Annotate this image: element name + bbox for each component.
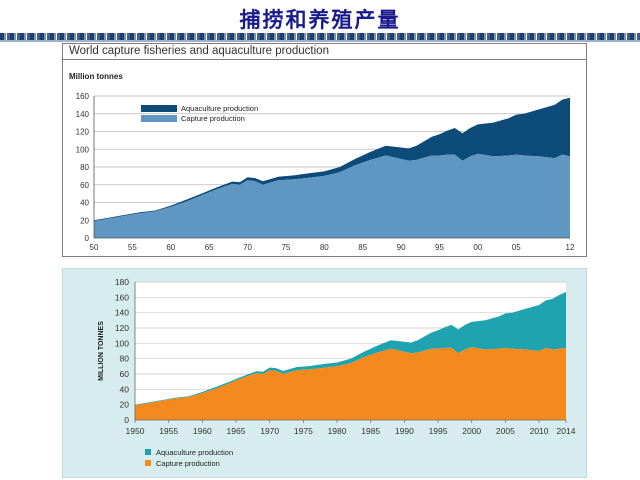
legend-swatch-capture [141, 115, 177, 122]
y-tick-140: 140 [115, 308, 129, 318]
y-axis-label: MILLION TONNES [98, 321, 105, 381]
y-tick-40: 40 [80, 199, 89, 208]
x-tick-1965: 65 [205, 243, 214, 252]
series-area-capture [135, 347, 566, 420]
legend-label-capture: Capture production [156, 459, 220, 468]
x-tick-1950: 1950 [126, 426, 145, 436]
x-tick-1990: 1990 [395, 426, 414, 436]
x-tick-1955: 55 [128, 243, 137, 252]
x-tick-1965: 1965 [227, 426, 246, 436]
x-tick-1975: 1975 [294, 426, 313, 436]
series-area-aquaculture [135, 292, 566, 406]
title-divider [63, 59, 586, 60]
x-tick-1995: 95 [435, 243, 444, 252]
chart-2-svg: 0 20 40 60 80 100 120 140 160 180 1950 1955 1960 1965… [98, 277, 576, 468]
x-tick-2012: 12 [566, 243, 575, 252]
y-tick-120: 120 [76, 128, 90, 137]
x-tick-2005: 2005 [496, 426, 515, 436]
x-tick-1970: 70 [243, 243, 252, 252]
x-tick-2005: 05 [512, 243, 521, 252]
legend-swatch-aquaculture [141, 105, 177, 112]
y-tick-140: 140 [76, 110, 90, 119]
y-tick-60: 60 [120, 369, 130, 379]
y-tick-60: 60 [80, 181, 89, 190]
y-tick-20: 20 [80, 216, 89, 225]
x-tick-2000: 2000 [462, 426, 481, 436]
chart-1-svg: Million tonnes 0 20 40 60 80 100 120 140 160 50 55 6… [69, 72, 575, 252]
y-tick-120: 120 [115, 323, 129, 333]
legend-label-capture: Capture production [181, 114, 245, 123]
series-area-aquaculture [94, 97, 570, 222]
y-tick-180: 180 [115, 277, 129, 287]
x-tick-2014: 2014 [557, 426, 576, 436]
x-tick-1960: 60 [166, 243, 175, 252]
x-tick-1980: 80 [320, 243, 329, 252]
x-tick-1975: 75 [281, 243, 290, 252]
legend-swatch-aquaculture [145, 449, 151, 455]
series-area-capture [94, 153, 570, 238]
y-tick-80: 80 [120, 354, 130, 364]
y-tick-40: 40 [120, 384, 130, 394]
y-tick-80: 80 [80, 163, 89, 172]
slide-title: 捕捞和养殖产量 [239, 7, 401, 32]
x-tick-1985: 1985 [361, 426, 380, 436]
chart-title: World capture fisheries and aquaculture … [69, 45, 329, 57]
x-tick-1950: 50 [90, 243, 99, 252]
decorative-band-line [0, 40, 640, 42]
x-tick-1970: 1970 [260, 426, 279, 436]
x-tick-1985: 85 [358, 243, 367, 252]
legend-swatch-capture [145, 460, 151, 466]
y-tick-100: 100 [76, 145, 90, 154]
x-tick-1955: 1955 [159, 426, 178, 436]
y-tick-0: 0 [85, 234, 90, 243]
decorative-band [0, 33, 640, 40]
x-tick-1960: 1960 [193, 426, 212, 436]
y-tick-160: 160 [76, 92, 90, 101]
x-tick-1995: 1995 [429, 426, 448, 436]
y-tick-160: 160 [115, 292, 129, 302]
y-tick-20: 20 [120, 400, 130, 410]
chart-panel-teal: 0 20 40 60 80 100 120 140 160 180 1950 1955 1960 1965… [62, 268, 587, 478]
x-tick-1980: 1980 [328, 426, 347, 436]
x-tick-1990: 90 [397, 243, 406, 252]
legend-label-aquaculture: Aquaculture production [181, 104, 258, 113]
x-tick-2000: 00 [473, 243, 482, 252]
chart-panel-fao: World capture fisheries and aquaculture … [62, 43, 587, 257]
legend-label-aquaculture: Aquaculture production [156, 448, 233, 457]
y-axis-label: Million tonnes [69, 72, 123, 81]
x-tick-2010: 2010 [530, 426, 549, 436]
y-tick-0: 0 [124, 415, 129, 425]
y-tick-100: 100 [115, 338, 129, 348]
